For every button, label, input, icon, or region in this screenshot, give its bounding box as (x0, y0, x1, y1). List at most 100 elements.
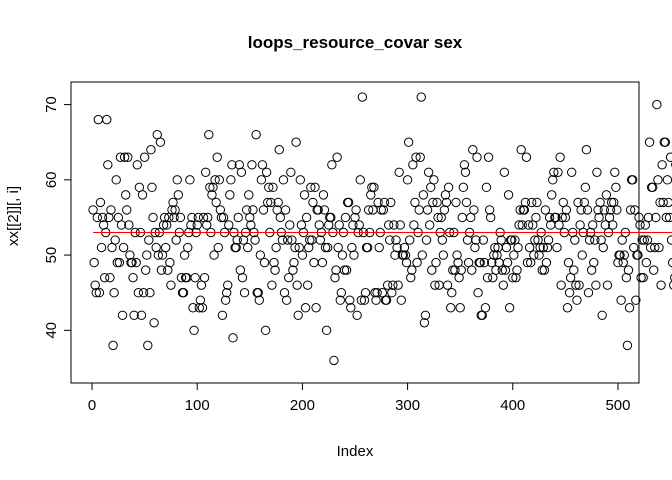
data-point (423, 167, 434, 178)
data-point (654, 242, 664, 253)
data-point (601, 190, 612, 200)
data-point (190, 272, 200, 283)
data-point (441, 197, 452, 208)
y-tick-label: 50 (43, 247, 60, 264)
data-point (108, 340, 118, 351)
data-point (616, 295, 626, 305)
data-point (197, 303, 208, 313)
data-point (97, 212, 108, 223)
data-point (227, 160, 237, 170)
data-point (244, 190, 254, 200)
data-point (417, 250, 428, 260)
data-point (203, 212, 213, 223)
data-point (394, 167, 404, 178)
data-point (403, 137, 414, 147)
data-point (310, 182, 320, 193)
data-point (522, 257, 533, 268)
data-point (666, 235, 672, 245)
data-point (355, 175, 365, 185)
data-point (147, 182, 157, 193)
y-axis: 40 50 60 70 (43, 96, 72, 339)
data-point (225, 190, 235, 200)
data-point (582, 205, 593, 215)
data-point (531, 212, 541, 223)
data-point (271, 242, 281, 253)
data-point (291, 137, 301, 147)
data-point (209, 250, 219, 260)
data-point (653, 175, 663, 185)
data-point (145, 288, 155, 298)
data-point (102, 114, 112, 125)
data-point (132, 160, 142, 170)
chart-title: loops_resource_covar sex (248, 33, 463, 52)
data-point (519, 205, 530, 215)
data-point (561, 205, 572, 215)
y-axis-title: xx[[2]][, i] (5, 186, 22, 246)
data-point (239, 288, 250, 298)
data-point (503, 190, 514, 200)
data-point (577, 250, 587, 260)
data-point (320, 242, 331, 253)
data-point (508, 272, 518, 283)
data-point (309, 257, 319, 268)
data-point (410, 197, 420, 208)
data-point (188, 303, 198, 313)
data-point (421, 235, 432, 245)
data-point (457, 212, 467, 223)
data-point (643, 212, 654, 223)
data-point (634, 212, 644, 223)
data-point (530, 235, 540, 245)
data-point (200, 167, 211, 178)
data-point (532, 197, 542, 208)
data-point (430, 280, 440, 290)
data-point (407, 265, 417, 275)
data-point (305, 235, 315, 245)
data-point (321, 325, 332, 336)
data-point (619, 250, 629, 260)
data-point (563, 257, 574, 268)
x-tick-label: 500 (605, 397, 630, 414)
x-tick-label: 200 (290, 397, 315, 414)
data-point (516, 145, 526, 155)
data-point (591, 280, 601, 290)
y-tick-label: 60 (43, 171, 60, 188)
x-tick-label: 0 (88, 397, 96, 414)
data-point (644, 137, 655, 147)
data-point (175, 212, 186, 223)
data-point (571, 280, 581, 290)
data-point (624, 303, 635, 313)
data-point (315, 235, 325, 245)
data-point (280, 205, 291, 215)
data-point (258, 205, 269, 215)
data-point (635, 220, 645, 230)
data-point (137, 190, 148, 200)
data-point (336, 288, 347, 298)
data-point (570, 235, 580, 245)
data-point (118, 242, 129, 253)
data-point (369, 182, 379, 193)
data-point (422, 205, 433, 215)
data-point (401, 257, 412, 268)
x-axis-title: Index (337, 443, 374, 460)
data-point (210, 175, 220, 185)
data-point (339, 265, 350, 275)
data-point (112, 257, 122, 268)
data-point (146, 145, 156, 155)
data-point (630, 205, 640, 215)
data-point (318, 190, 329, 200)
data-point (475, 257, 485, 268)
data-point (281, 295, 292, 305)
data-point (480, 303, 491, 313)
data-point (288, 265, 298, 275)
data-point (504, 303, 515, 313)
data-point (416, 92, 426, 102)
data-point (553, 167, 563, 178)
data-point (501, 242, 512, 253)
data-point (127, 257, 137, 268)
data-point (580, 182, 591, 193)
data-point (459, 160, 470, 170)
data-point (497, 265, 507, 275)
data-point (331, 265, 341, 275)
data-point (275, 212, 286, 223)
data-point (513, 242, 523, 253)
